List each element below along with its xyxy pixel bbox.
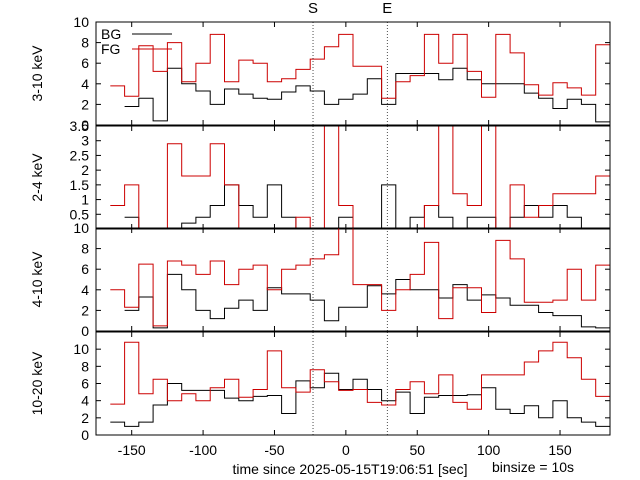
- binsize-label: binsize = 10s: [492, 459, 574, 475]
- y-tick-label: 10: [73, 14, 89, 30]
- y-axis-label: 4-10 keV: [29, 251, 45, 308]
- series-bg-panel-4: [110, 372, 610, 427]
- x-tick-label: -50: [264, 442, 284, 458]
- y-tick-label: 2.5: [70, 147, 90, 163]
- y-tick-label: 2: [81, 162, 89, 178]
- y-tick-label: 1: [81, 192, 89, 208]
- y-tick-label: 6: [81, 55, 89, 71]
- legend-label-fg: FG: [101, 41, 120, 57]
- x-tick-label: 0: [342, 442, 350, 458]
- series-fg-panel-3: [110, 228, 610, 327]
- series-bg-panel-2: [124, 184, 610, 229]
- legend-label-bg: BG: [101, 26, 121, 42]
- y-tick-label: 10: [73, 220, 89, 236]
- series-bg-panel-1: [124, 67, 610, 123]
- y-tick-label: 4: [81, 393, 89, 409]
- panel-frame: [95, 227, 611, 332]
- y-tick-label: 8: [81, 241, 89, 257]
- y-axis-label: 3-10 keV: [29, 45, 45, 102]
- y-tick-label: 8: [81, 35, 89, 51]
- x-tick-label: 50: [409, 442, 425, 458]
- y-tick-label: 4: [81, 76, 89, 92]
- marker-label-e: E: [382, 0, 392, 17]
- x-tick-label: 100: [477, 442, 501, 458]
- y-tick-label: 2: [81, 96, 89, 112]
- x-tick-label: -150: [118, 442, 146, 458]
- y-tick-label: 8: [81, 358, 89, 374]
- y-tick-label: 1.5: [70, 177, 90, 193]
- x-axis-label: time since 2025-05-15T19:06:51 [sec]: [232, 461, 467, 477]
- series-fg-panel-2: [110, 126, 610, 229]
- panel-frame: [95, 21, 611, 126]
- y-tick-label: 2: [81, 410, 89, 426]
- y-tick-label: 4: [81, 282, 89, 298]
- y-tick-label: 6: [81, 261, 89, 277]
- y-tick-label: 0: [81, 323, 89, 339]
- y-tick-label: 6: [81, 376, 89, 392]
- y-tick-label: 3.5: [70, 118, 90, 134]
- x-tick-label: 150: [548, 442, 572, 458]
- marker-label-s: S: [308, 0, 318, 17]
- x-tick-label: -100: [189, 442, 217, 458]
- y-tick-label: 3: [81, 133, 89, 149]
- y-tick-label: 10: [73, 341, 89, 357]
- y-tick-label: 2: [81, 302, 89, 318]
- series-fg-panel-4: [110, 341, 610, 410]
- y-tick-label: 0: [81, 427, 89, 443]
- series-fg-panel-1: [110, 33, 610, 99]
- y-tick-label: 0: [81, 117, 89, 133]
- y-axis-label: 10-20 keV: [29, 351, 45, 415]
- series-bg-panel-3: [124, 273, 610, 329]
- y-tick-label: 0.5: [70, 206, 90, 222]
- y-axis-label: 2-4 keV: [29, 153, 45, 202]
